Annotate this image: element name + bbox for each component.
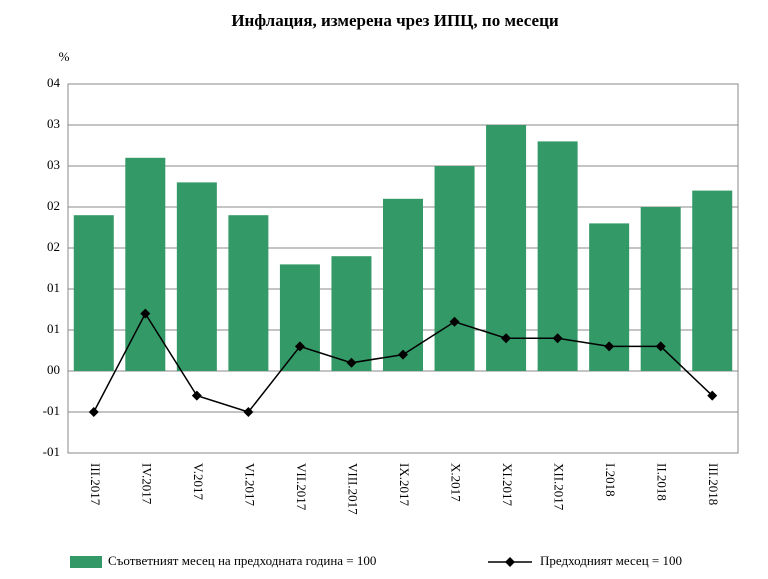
marker xyxy=(346,357,357,368)
x-tick-label: XII.2017 xyxy=(552,463,567,511)
chart-title: Инфлация, измерена чрез ИПЦ, по месеци xyxy=(231,11,559,30)
marker xyxy=(140,308,151,319)
marker xyxy=(655,341,666,352)
x-tick-label: II.2018 xyxy=(655,463,670,501)
plot-frame xyxy=(67,83,739,454)
x-tick-label: VI.2017 xyxy=(242,463,257,506)
bar xyxy=(434,166,475,371)
x-tick-label: VII.2017 xyxy=(294,463,309,511)
y-tick-label: -01 xyxy=(43,444,60,459)
marker xyxy=(243,407,254,417)
y-tick-label: 03 xyxy=(47,116,60,131)
x-tick-label: V.2017 xyxy=(191,463,206,500)
bar xyxy=(331,256,372,371)
marker xyxy=(88,407,99,417)
x-tick-label: VIII.2017 xyxy=(345,463,360,515)
marker xyxy=(449,316,460,327)
bar xyxy=(73,215,114,371)
legend-marker xyxy=(505,557,515,567)
bar xyxy=(692,190,733,371)
y-tick-label: 01 xyxy=(47,321,60,336)
x-tick-label: I.2018 xyxy=(603,463,618,497)
x-tick-label: III.2017 xyxy=(88,463,103,506)
y-tick-label: 02 xyxy=(47,239,60,254)
x-tick-label: X.2017 xyxy=(449,463,464,502)
y-tick-label: 04 xyxy=(47,75,61,90)
marker xyxy=(398,349,408,360)
x-tick-label: III.2018 xyxy=(706,463,721,505)
legend-label: Съответният месец на предходната година … xyxy=(108,553,376,568)
bar xyxy=(383,198,423,371)
bar xyxy=(279,264,320,371)
bar xyxy=(176,182,217,371)
bar xyxy=(228,215,269,371)
bar xyxy=(486,125,527,371)
marker xyxy=(294,341,305,352)
marker xyxy=(604,341,615,352)
x-tick-label: IV.2017 xyxy=(139,463,154,505)
legend-label: Предходният месец = 100 xyxy=(540,553,682,568)
y-tick-label: 02 xyxy=(47,198,60,213)
marker xyxy=(552,333,563,344)
x-tick-label: XI.2017 xyxy=(500,463,515,506)
x-tick-label: IX.2017 xyxy=(397,463,412,506)
legend-swatch xyxy=(70,556,102,568)
y-tick-label: 00 xyxy=(47,362,60,377)
y-tick-label: 03 xyxy=(47,157,60,172)
y-tick-label: -01 xyxy=(43,403,60,418)
y-axis-label: % xyxy=(59,49,70,64)
bar xyxy=(537,141,578,371)
marker xyxy=(707,390,718,401)
marker xyxy=(501,333,512,344)
y-tick-label: 01 xyxy=(47,280,60,295)
marker xyxy=(191,390,202,401)
